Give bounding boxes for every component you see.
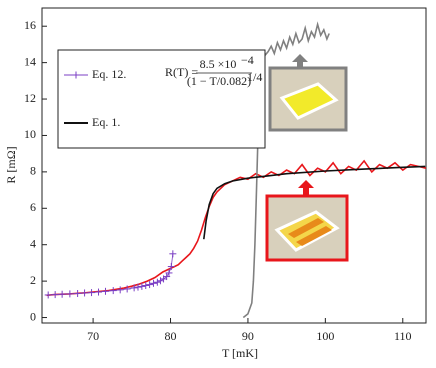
point bbox=[44, 291, 52, 299]
insets bbox=[265, 54, 349, 262]
point bbox=[74, 290, 82, 298]
point bbox=[156, 277, 164, 285]
inset-film bbox=[279, 82, 339, 120]
point bbox=[88, 289, 96, 297]
y-axis-label: R [mΩ] bbox=[4, 146, 18, 183]
y-tick-label: 12 bbox=[24, 91, 36, 105]
legend-box bbox=[57, 49, 266, 149]
series-line bbox=[48, 253, 174, 296]
point bbox=[163, 273, 171, 281]
point bbox=[101, 287, 109, 295]
formula: (1 − T/0.082) bbox=[187, 74, 251, 88]
point bbox=[134, 283, 142, 291]
point bbox=[153, 278, 161, 286]
point bbox=[95, 288, 103, 296]
point bbox=[109, 287, 117, 295]
axes-frame bbox=[41, 7, 427, 324]
y-tick-label: 8 bbox=[30, 164, 36, 178]
point bbox=[167, 263, 175, 271]
x-tick-label: 100 bbox=[316, 329, 334, 343]
x-axis-label: T [mK] bbox=[222, 346, 258, 360]
y-tick-label: 0 bbox=[30, 309, 36, 323]
point bbox=[138, 282, 146, 290]
y-tick-label: 16 bbox=[24, 18, 36, 32]
point bbox=[169, 250, 177, 258]
legend-label: Eq. 12. bbox=[92, 67, 126, 81]
point bbox=[142, 281, 150, 289]
y-tick-label: 4 bbox=[30, 236, 36, 250]
plot-area: 70 80 90 100 110 0 2 4 6 8 10 12 14 16 bbox=[24, 7, 427, 343]
point bbox=[116, 286, 124, 294]
point bbox=[165, 269, 173, 277]
point bbox=[146, 281, 154, 289]
point bbox=[123, 285, 131, 293]
point bbox=[130, 284, 138, 292]
point bbox=[66, 290, 74, 298]
formula: 1/4 bbox=[247, 70, 262, 84]
point bbox=[81, 289, 89, 297]
series-line bbox=[203, 165, 426, 240]
y-tick-label: 6 bbox=[30, 200, 36, 214]
x-tick-label: 90 bbox=[242, 329, 254, 343]
inset-strip bbox=[296, 226, 332, 246]
y-tick-label: 2 bbox=[30, 273, 36, 287]
marker bbox=[72, 71, 80, 79]
x-tick-label: 110 bbox=[394, 329, 412, 343]
inset-strip bbox=[288, 218, 324, 238]
formula: 8.5 ×10 bbox=[200, 57, 237, 71]
formula: R(T) = bbox=[165, 65, 198, 79]
y-tick-label: 14 bbox=[24, 54, 36, 68]
legend: Eq. 12. Eq. 1. R(T) =8.5 ×10 −4 (1 − T/0.082… bbox=[57, 49, 266, 149]
arrow bbox=[292, 54, 308, 68]
x-tick-label: 70 bbox=[87, 329, 99, 343]
x-tick-label: 80 bbox=[165, 329, 177, 343]
formula: −4 bbox=[241, 53, 254, 67]
y-tick-label: 10 bbox=[24, 127, 36, 141]
point bbox=[58, 290, 66, 298]
point bbox=[149, 279, 157, 287]
point bbox=[51, 291, 59, 299]
series-line bbox=[242, 21, 330, 319]
legend-label: Eq. 1. bbox=[92, 115, 120, 129]
arrow bbox=[298, 180, 314, 195]
